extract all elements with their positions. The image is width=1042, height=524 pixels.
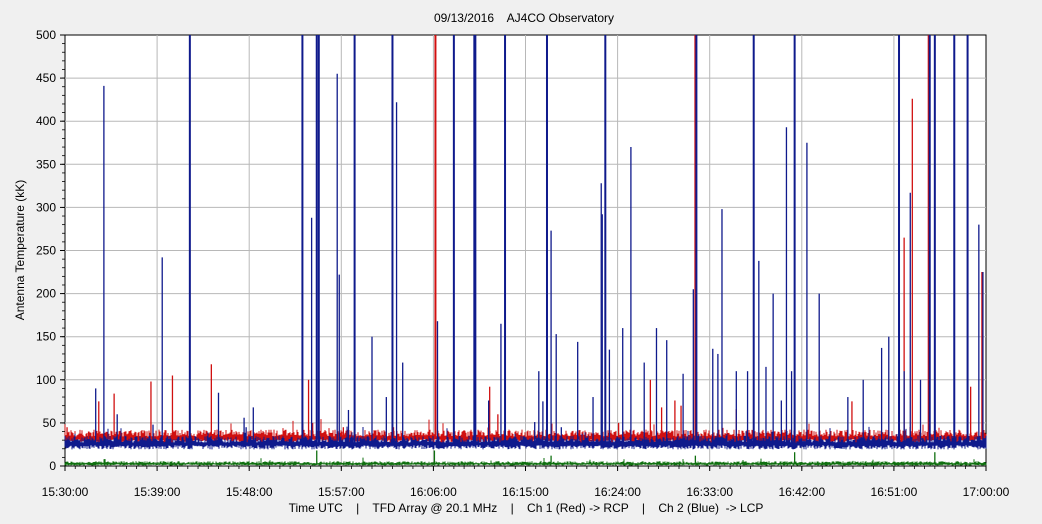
series-ch3-green [64,450,987,466]
grid-lines [65,35,986,466]
y-tick-label: 150 [36,330,56,344]
x-tick-label: 16:51:00 [871,485,918,499]
x-axis-label: Time UTC | TFD Array @ 20.1 MHz | Ch 1 (… [289,501,764,515]
y-tick-label: 250 [36,244,56,258]
series-baseline [64,457,987,466]
y-tick-label: 100 [36,373,56,387]
x-tick-label: 15:39:00 [134,485,181,499]
x-tick-label: 16:15:00 [502,485,549,499]
x-tick-label: 15:48:00 [226,485,273,499]
series-ch2-blue [64,35,987,450]
x-tick-label: 16:06:00 [410,485,457,499]
y-tick-label: 50 [43,416,57,430]
x-axis: 15:30:00 15:39:00 15:48:00 15:57:00 16:06:00… [42,466,1010,499]
y-tick-label: 200 [36,287,56,301]
y-axis-label: Antenna Temperature (kK) [13,180,27,321]
chart-title: 09/13/2016 AJ4CO Observatory [434,11,614,25]
x-tick-label: 15:30:00 [42,485,89,499]
x-tick-label: 16:42:00 [778,485,825,499]
x-tick-label: 17:00:00 [963,485,1010,499]
x-tick-label: 16:24:00 [594,485,641,499]
x-tick-label: 15:57:00 [318,485,365,499]
y-tick-label: 500 [36,28,56,42]
y-tick-label: 300 [36,200,56,214]
y-tick-label: 450 [36,71,56,85]
y-tick-label: 0 [49,459,56,473]
x-tick-label: 16:33:00 [686,485,733,499]
y-tick-label: 350 [36,157,56,171]
y-axis: 0 50 100 150 200 250 300 350 400 450 500 [36,28,65,473]
plot-area [64,34,987,467]
series-group [64,35,987,466]
y-tick-label: 400 [36,114,56,128]
